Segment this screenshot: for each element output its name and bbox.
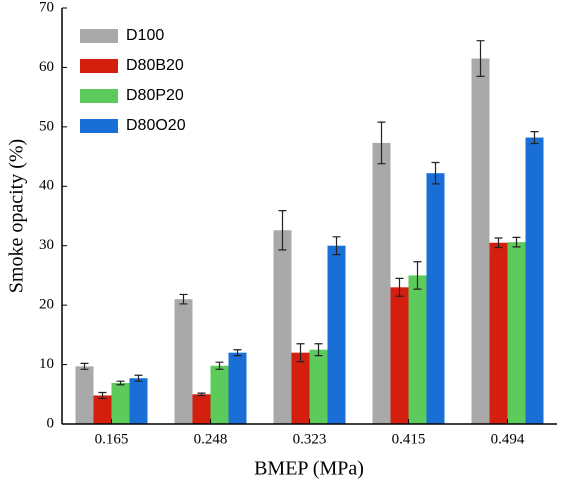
error-bar [116,380,125,386]
bar [525,137,544,424]
bar [390,287,409,424]
bar [471,58,490,425]
legend-swatch [80,29,118,43]
error-bar [494,237,503,249]
legend-label: D100 [126,27,164,44]
error-bar [233,349,242,357]
bar [210,365,229,424]
y-axis-label: Smoke opacity (%) [6,139,28,293]
error-bar [134,374,143,382]
bar [489,242,508,424]
bar [291,352,310,424]
y-tick-label: 70 [39,0,54,15]
legend-swatch [80,119,118,133]
bar [309,349,328,424]
error-bar [476,40,485,77]
error-bar [296,343,305,363]
error-bar [98,391,107,400]
error-bar [395,277,404,297]
y-tick-label: 30 [39,237,54,253]
bar [273,230,292,424]
bar [372,142,391,424]
y-tick-label: 60 [39,59,54,75]
legend-swatch [80,89,118,103]
error-bar [377,121,386,165]
y-tick-label: 0 [47,415,55,431]
error-bar [431,161,440,185]
bar [111,382,130,424]
error-bar [197,392,206,397]
bar [93,395,112,424]
x-tick-label: 0.323 [293,431,327,447]
bar [129,378,148,424]
bar [228,352,247,424]
legend-label: D80P20 [126,87,184,104]
error-bar [314,343,323,357]
x-tick-label: 0.165 [95,431,129,447]
y-tick-label: 50 [39,118,54,134]
x-tick-label: 0.248 [194,431,228,447]
error-bar [413,261,422,290]
y-tick-label: 40 [39,178,54,194]
x-tick-label: 0.494 [491,431,525,447]
error-bar [215,361,224,370]
legend-swatch [80,59,118,73]
legend-label: D80O20 [126,117,186,134]
bar [327,245,346,424]
x-axis-label: BMEP (MPa) [254,458,364,480]
error-bar [512,236,521,248]
bar [507,242,526,424]
error-bar [278,210,287,251]
y-tick-label: 10 [39,356,54,372]
error-bar [80,362,89,370]
bar [75,366,94,424]
bar [174,299,193,424]
legend-label: D80B20 [126,57,184,74]
bar [408,275,427,424]
x-tick-label: 0.415 [392,431,426,447]
y-tick-label: 20 [39,297,54,313]
error-bar [530,131,539,145]
error-bar [332,236,341,256]
bar [192,394,211,424]
error-bar [179,293,188,305]
bar [426,173,445,424]
